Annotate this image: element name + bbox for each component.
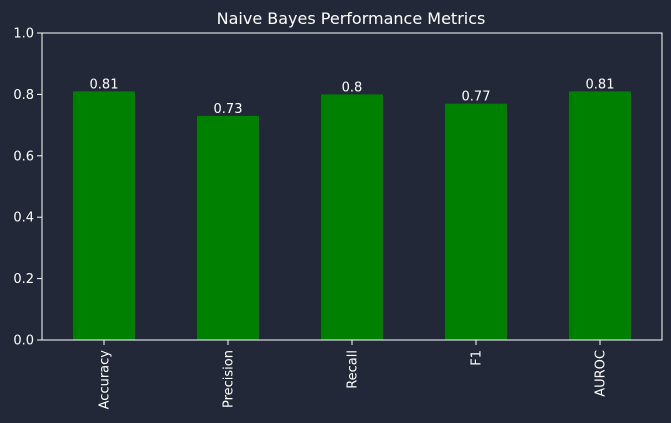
data-label: 0.81 [586,77,615,92]
y-tick-label: 0.8 [13,88,34,103]
data-label: 0.77 [462,90,491,105]
x-tick-label: Precision [222,350,237,408]
x-tick-label: Accuracy [98,350,113,410]
bar-group: 0.81 0.73 0.8 0.77 0.81 [73,77,631,341]
y-tick-label: 0.6 [13,149,34,164]
bar-recall [321,94,383,341]
x-axis: Accuracy Precision Recall F1 AUROC [98,340,609,409]
bar-auroc [569,91,631,340]
data-label: 0.8 [342,80,363,95]
y-tick-label: 0.0 [13,334,34,349]
x-tick-label: Recall [346,350,361,389]
bar-precision [197,115,259,340]
bar-f1 [445,103,507,340]
data-label: 0.73 [214,102,243,117]
y-axis: 0.0 0.2 0.4 0.6 0.8 1.0 [13,27,42,349]
plot-frame [41,32,663,341]
data-label: 0.81 [90,77,119,92]
x-tick-label: F1 [470,350,485,366]
x-tick-label: AUROC [594,350,609,397]
chart-title: Naive Bayes Performance Metrics [217,9,486,28]
y-tick-label: 0.4 [13,211,34,226]
bar-accuracy [73,91,135,340]
y-tick-label: 1.0 [13,27,34,42]
y-tick-label: 0.2 [13,272,34,287]
